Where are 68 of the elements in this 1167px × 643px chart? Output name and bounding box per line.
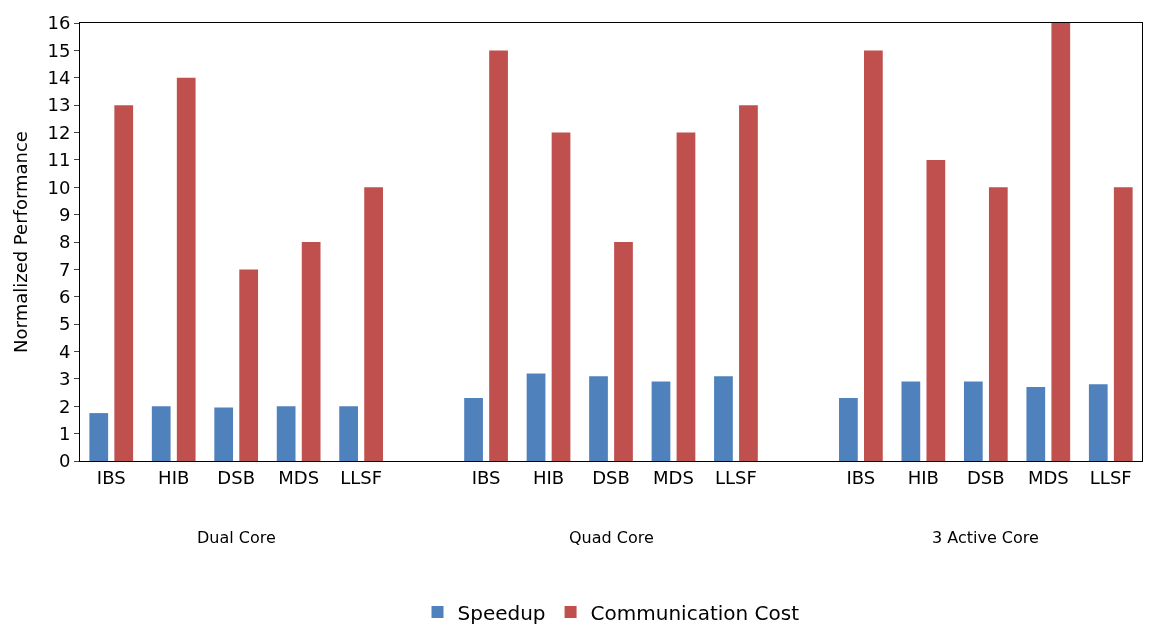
y-tick-label: 9 (58, 203, 71, 225)
y-tick-label: 12 (47, 121, 71, 143)
x-tick-label: IBS (846, 466, 876, 488)
bar (551, 132, 571, 461)
bar (589, 376, 608, 461)
bar (714, 376, 733, 461)
x-tick-label: IBS (471, 466, 501, 488)
bar (276, 406, 296, 461)
bar (339, 406, 358, 461)
y-tick-label: 5 (58, 313, 71, 335)
bar (114, 105, 134, 461)
y-tick-label: 13 (47, 94, 71, 116)
bar (926, 159, 946, 461)
x-tick-label: DSB (217, 466, 255, 488)
legend-label: Communication Cost (590, 600, 800, 625)
x-tick-label: HIB (532, 466, 565, 488)
text: Dual Core (197, 528, 276, 547)
y-tick-label: 0 (58, 450, 71, 472)
y-tick-label: 6 (58, 286, 71, 308)
bar (526, 373, 546, 461)
text: 3 Active Core (932, 528, 1039, 547)
bar (901, 381, 921, 461)
bar (489, 50, 508, 461)
bar (839, 398, 858, 461)
bar (1113, 187, 1133, 461)
bar (1026, 387, 1046, 461)
y-tick-label: 16 (47, 12, 71, 34)
bar (676, 132, 696, 461)
bar (464, 398, 483, 461)
bar (214, 407, 234, 461)
bar (89, 413, 109, 461)
x-tick-label: LLSF (1089, 466, 1132, 488)
x-tick-label: MDS (1027, 466, 1069, 488)
legend-label: Speedup (457, 600, 546, 625)
bar (151, 406, 171, 461)
bar (1088, 384, 1108, 461)
bar (963, 381, 983, 461)
x-tick-label: DSB (592, 466, 630, 488)
y-tick-label: 8 (58, 231, 71, 253)
y-tick-label: 10 (47, 176, 71, 198)
bar (864, 50, 883, 461)
x-tick-label: MDS (653, 466, 694, 488)
y-tick-label: 4 (58, 340, 71, 362)
bar (301, 242, 321, 461)
bar (739, 105, 758, 461)
bar (239, 269, 259, 461)
x-tick-label: LLSF (340, 466, 383, 488)
x-tick-label: LLSF (715, 466, 757, 488)
x-tick-label: HIB (158, 466, 190, 488)
y-tick-label: 11 (47, 149, 71, 171)
x-tick-label: HIB (907, 466, 939, 488)
x-tick-label: DSB (967, 466, 1005, 488)
x-tick-label: MDS (278, 466, 320, 488)
bar (176, 77, 196, 461)
bar (988, 187, 1008, 461)
y-tick-label: 7 (58, 258, 71, 280)
y-tick-label: 1 (58, 422, 71, 444)
bar (651, 381, 671, 461)
y-tick-label: 14 (47, 67, 71, 89)
y-axis-title: Normalized Performance (9, 131, 31, 353)
y-tick-label: 3 (58, 368, 71, 390)
bar (614, 242, 633, 461)
text: Quad Core (569, 528, 654, 547)
y-tick-label: 2 (58, 395, 71, 417)
y-tick-label: 15 (47, 39, 71, 61)
bar (364, 187, 383, 461)
bar (1051, 23, 1071, 461)
x-tick-label: IBS (96, 466, 126, 488)
